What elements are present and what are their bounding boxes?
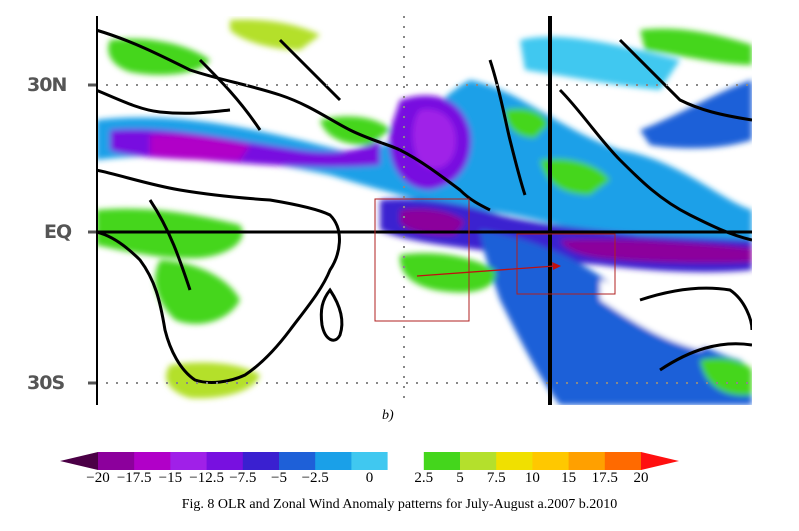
colorbar-cell xyxy=(98,452,135,470)
annotation-arrow xyxy=(416,265,556,277)
colorbar-tick-label: 0 xyxy=(365,470,374,486)
annotation-box-east xyxy=(516,233,616,295)
colorbar-tick-label: 7.5 xyxy=(486,470,506,486)
colorbar-tick-label: 10 xyxy=(524,470,540,486)
arrow-head xyxy=(552,262,561,270)
colorbar-tick-label: −7.5 xyxy=(229,470,257,486)
panel-label: b) xyxy=(382,408,394,423)
colorbar-cell xyxy=(532,452,570,470)
colorbar-tick-label: 15 xyxy=(561,470,577,486)
colorbar-cell xyxy=(496,452,533,470)
lat-ticks xyxy=(88,83,96,385)
colorbar-tick-label: −2.5 xyxy=(301,470,329,486)
colorbar-cell xyxy=(460,452,497,470)
map-canvas xyxy=(88,16,752,405)
anomaly-map: 30N EQ 30S xyxy=(27,16,752,405)
colorbar-cell xyxy=(279,452,316,470)
colorbar-cell xyxy=(351,452,389,470)
colorbar-cell-low xyxy=(60,452,98,470)
colorbar-cell xyxy=(206,452,244,470)
colorbar-cell xyxy=(242,452,280,470)
lat-label-eq: EQ xyxy=(44,221,72,243)
colorbar-tick-label: −20 xyxy=(86,470,110,486)
colorbar-tick-label: −12.5 xyxy=(189,470,224,486)
colorbar-cell xyxy=(170,452,208,470)
colorbar-cell xyxy=(387,452,425,470)
lat-label-30n: 30N xyxy=(27,74,67,96)
colorbar-tick-label: 5 xyxy=(456,470,464,486)
colorbar-tick-label: 20 xyxy=(633,470,649,486)
colorbar-tick-label: −15 xyxy=(158,470,183,486)
colorbar-tick-label: 2.5 xyxy=(414,470,434,486)
colorbar-cell xyxy=(134,452,171,470)
annotation-box-west xyxy=(374,198,470,322)
colorbar-cell xyxy=(315,452,352,470)
colorbar-tick-label: −5 xyxy=(271,470,287,486)
colorbar-cell-high xyxy=(641,452,679,470)
colorbar-cell xyxy=(423,452,461,470)
colorbar-cell xyxy=(568,452,606,470)
colorbar-tick-label: 17.5 xyxy=(591,470,618,486)
colorbar-tick-label: −17.5 xyxy=(116,470,152,486)
lat-label-30s: 30S xyxy=(27,372,65,394)
coastlines xyxy=(96,28,752,384)
figure-caption: Fig. 8 OLR and Zonal Wind Anomaly patter… xyxy=(181,497,618,512)
colorbar xyxy=(60,452,679,470)
colorbar-cell xyxy=(604,452,642,470)
